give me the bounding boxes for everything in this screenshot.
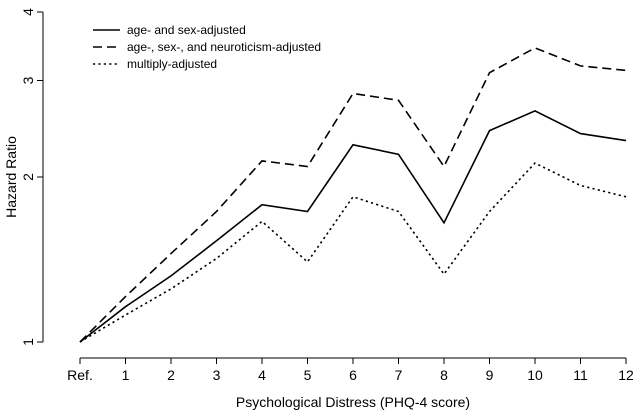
x-tick-label: 12 [618, 367, 633, 383]
x-tick-label: 4 [258, 367, 266, 383]
legend-label: multiply-adjusted [127, 57, 217, 71]
x-tick-label: 8 [440, 367, 448, 383]
legend: age- and sex-adjusted age-, sex-, and neu… [93, 23, 321, 71]
x-tick-label: 6 [349, 367, 357, 383]
series-line-solid [79, 110, 627, 343]
x-tick-label: 10 [527, 367, 543, 383]
series-line-dashed [79, 47, 627, 343]
y-tick-label: 4 [20, 8, 36, 16]
x-ticks: Ref. 1 2 3 4 5 6 7 8 9 10 11 12 [67, 358, 633, 383]
x-tick-label: 7 [395, 367, 403, 383]
series-group [79, 47, 627, 343]
y-axis-label: Hazard Ratio [3, 136, 19, 218]
series-line-dotted [79, 162, 627, 343]
legend-label: age-, sex-, and neuroticism-adjusted [127, 40, 321, 54]
y-tick-label: 1 [20, 338, 36, 346]
x-tick-label: 5 [304, 367, 312, 383]
x-axis-label: Psychological Distress (PHQ-4 score) [236, 394, 470, 410]
x-tick-label: Ref. [67, 367, 93, 383]
y-tick-label: 3 [20, 76, 36, 84]
x-tick-label: 11 [573, 367, 588, 383]
y-ticks: 1 2 3 4 [20, 8, 43, 346]
legend-label: age- and sex-adjusted [127, 23, 246, 37]
y-tick-label: 2 [20, 173, 36, 181]
x-tick-label: 2 [167, 367, 175, 383]
x-tick-label: 1 [122, 367, 130, 383]
x-tick-label: 3 [213, 367, 221, 383]
x-tick-label: 9 [486, 367, 494, 383]
